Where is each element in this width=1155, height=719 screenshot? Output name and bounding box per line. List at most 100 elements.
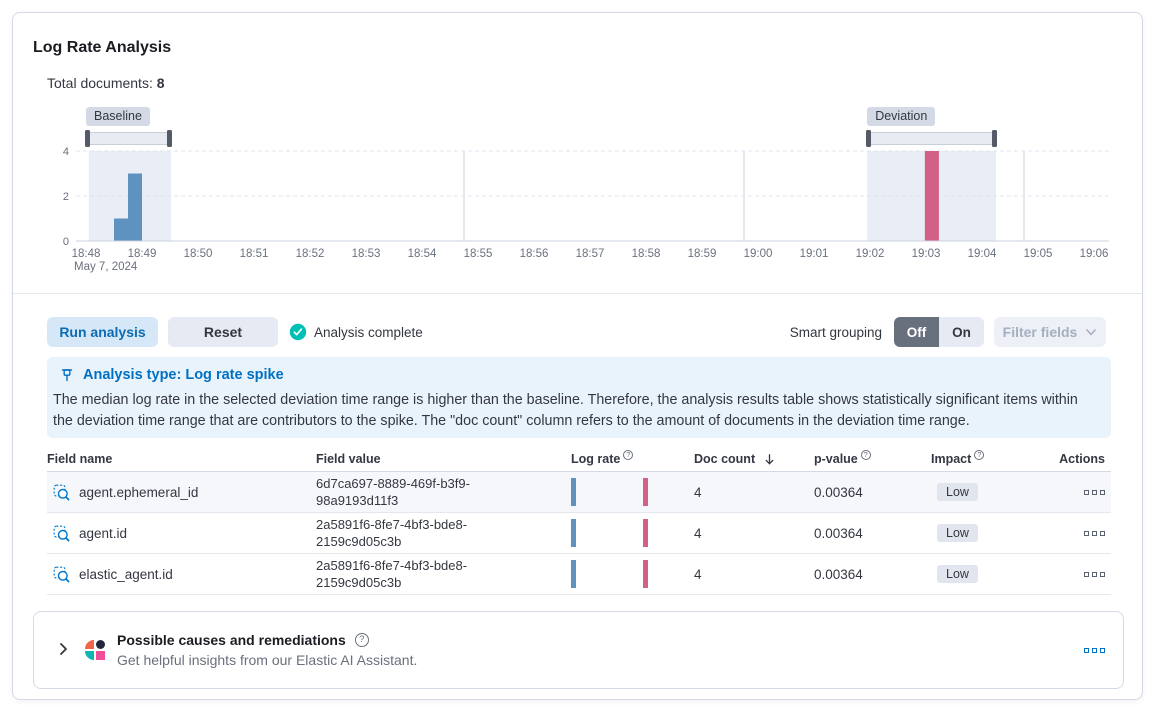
doc-count-bar[interactable] [114,218,128,242]
document-count-chart: 18:48 18:49 18:50 18:51 18:52 18:53 18:54 18:55… [33,105,1118,275]
x-tick-label: 19:04 [968,248,997,260]
reset-button[interactable]: Reset [168,317,278,347]
info-icon[interactable] [623,450,634,460]
total-documents-value: 8 [156,75,165,91]
total-documents-label: Total documents: [47,75,153,91]
x-tick-label: 18:54 [408,248,437,260]
x-tick-label: 18:48 [72,248,101,260]
field-value: 2a5891f6-8fe7-4bf3-bde8-2159c9d05c3b [316,558,468,590]
x-tick-label: 18:55 [464,248,493,260]
x-tick-label: 19:05 [1024,248,1053,260]
table-row[interactable]: elastic_agent.id 2a5891f6-8fe7-4bf3-bde8… [47,554,1111,595]
header-impact[interactable]: Impact [931,450,1041,466]
x-tick-label: 18:51 [240,248,269,260]
row-actions-icon[interactable] [1084,489,1105,495]
x-tick-label: 18:49 [128,248,157,260]
mini-deviation-bar [643,560,648,588]
log-rate-analysis-panel: Log Rate Analysis Total documents: 8 18:… [12,12,1143,700]
header-field-value[interactable]: Field value [316,452,381,466]
x-tick-label: 18:53 [352,248,381,260]
mini-deviation-bar [643,478,648,506]
row-actions-icon[interactable] [1084,571,1105,577]
y-tick-label: 4 [63,146,69,158]
p-value: 0.00364 [814,484,863,500]
x-tick-label: 18:52 [296,248,325,260]
baseline-badge: Baseline [86,107,150,126]
smart-grouping-off-button[interactable]: Off [894,317,939,347]
callout-body: The median log rate in the selected devi… [53,392,1078,429]
mini-deviation-bar [643,519,648,547]
y-tick-label: 2 [63,191,69,203]
impact-badge: Low [937,483,978,501]
baseline-brush-handle[interactable] [84,130,173,147]
x-tick-label: 19:01 [800,248,829,260]
x-tick-label: 19:03 [912,248,941,260]
chevron-down-icon [1086,329,1097,336]
field-value: 2a5891f6-8fe7-4bf3-bde8-2159c9d05c3b [316,517,468,549]
doc-count-bar[interactable] [128,173,142,242]
impact-badge: Low [937,524,978,542]
ai-assistant-icon [85,640,105,660]
check-circle-icon [289,323,307,341]
table-header-row: Field name Field value Log rate Doc coun… [47,447,1111,472]
total-documents: Total documents: 8 [47,75,165,91]
pin-icon [61,369,73,382]
field-name: elastic_agent.id [79,566,173,582]
header-actions: Actions [1059,452,1105,466]
field-name: agent.ephemeral_id [79,484,199,500]
mini-baseline-bar [571,519,576,547]
header-doc-count[interactable]: Doc count [694,452,814,467]
expand-panel-button[interactable] [54,641,72,659]
smart-grouping-on-button[interactable]: On [939,317,984,347]
info-icon[interactable] [974,450,985,460]
filter-field-icon[interactable] [53,525,70,542]
deviation-brush-handle[interactable] [866,130,997,147]
x-tick-label: 18:57 [576,248,605,260]
x-tick-label: 18:56 [520,248,549,260]
filter-fields-label: Filter fields [1002,324,1078,340]
x-tick-label: 18:59 [688,248,717,260]
header-p-value[interactable]: p-value [814,450,931,466]
info-icon[interactable] [860,450,871,460]
results-table: Field name Field value Log rate Doc coun… [47,447,1111,595]
table-row[interactable]: agent.ephemeral_id 6d7ca697-8889-469f-b3… [47,472,1111,513]
header-log-rate[interactable]: Log rate [571,450,694,466]
run-analysis-button[interactable]: Run analysis [47,317,158,347]
p-value: 0.00364 [814,566,863,582]
chart-plot[interactable]: 18:48 18:49 18:50 18:51 18:52 18:53 18:54 18:55… [33,105,1118,275]
impact-badge: Low [937,565,978,583]
filter-fields-button[interactable]: Filter fields [994,317,1106,347]
x-tick-label: 18:58 [632,248,661,260]
analysis-status-label: Analysis complete [314,324,423,340]
x-axis-date-label: May 7, 2024 [74,261,138,273]
log-rate-mini-chart [571,478,694,506]
filter-field-icon[interactable] [53,484,70,501]
doc-count-value: 4 [694,566,702,582]
field-name: agent.id [79,525,128,541]
header-field-name[interactable]: Field name [47,452,113,466]
row-actions-icon[interactable] [1084,530,1105,536]
field-value: 6d7ca697-8889-469f-b3f9-98a9193d11f3 [316,476,470,508]
panel-actions-icon[interactable] [1084,647,1105,653]
x-tick-label: 19:02 [856,248,885,260]
chevron-right-icon [60,643,67,655]
smart-grouping-toggle: Off On [894,317,984,347]
page-title: Log Rate Analysis [33,39,172,56]
x-tick-label: 19:00 [744,248,773,260]
help-icon[interactable] [354,633,369,647]
x-tick-label: 19:06 [1080,248,1109,260]
doc-count-bar[interactable] [924,151,939,241]
smart-grouping-label: Smart grouping [789,324,882,340]
ai-panel-subtitle: Get helpful insights from our Elastic AI… [117,652,418,668]
ai-assistant-panel[interactable]: Possible causes and remediations Get hel… [33,611,1124,689]
controls-bar: Run analysis Reset Analysis complete Sma… [47,316,1106,348]
p-value: 0.00364 [814,525,863,541]
sort-desc-icon [765,453,774,464]
table-row[interactable]: agent.id 2a5891f6-8fe7-4bf3-bde8-2159c9d… [47,513,1111,554]
filter-field-icon[interactable] [53,566,70,583]
x-tick-label: 18:50 [184,248,213,260]
log-rate-mini-chart [571,560,694,588]
analysis-type-callout: Analysis type: Log rate spike The median… [47,357,1111,438]
y-tick-label: 0 [63,236,69,248]
divider [13,293,1142,294]
